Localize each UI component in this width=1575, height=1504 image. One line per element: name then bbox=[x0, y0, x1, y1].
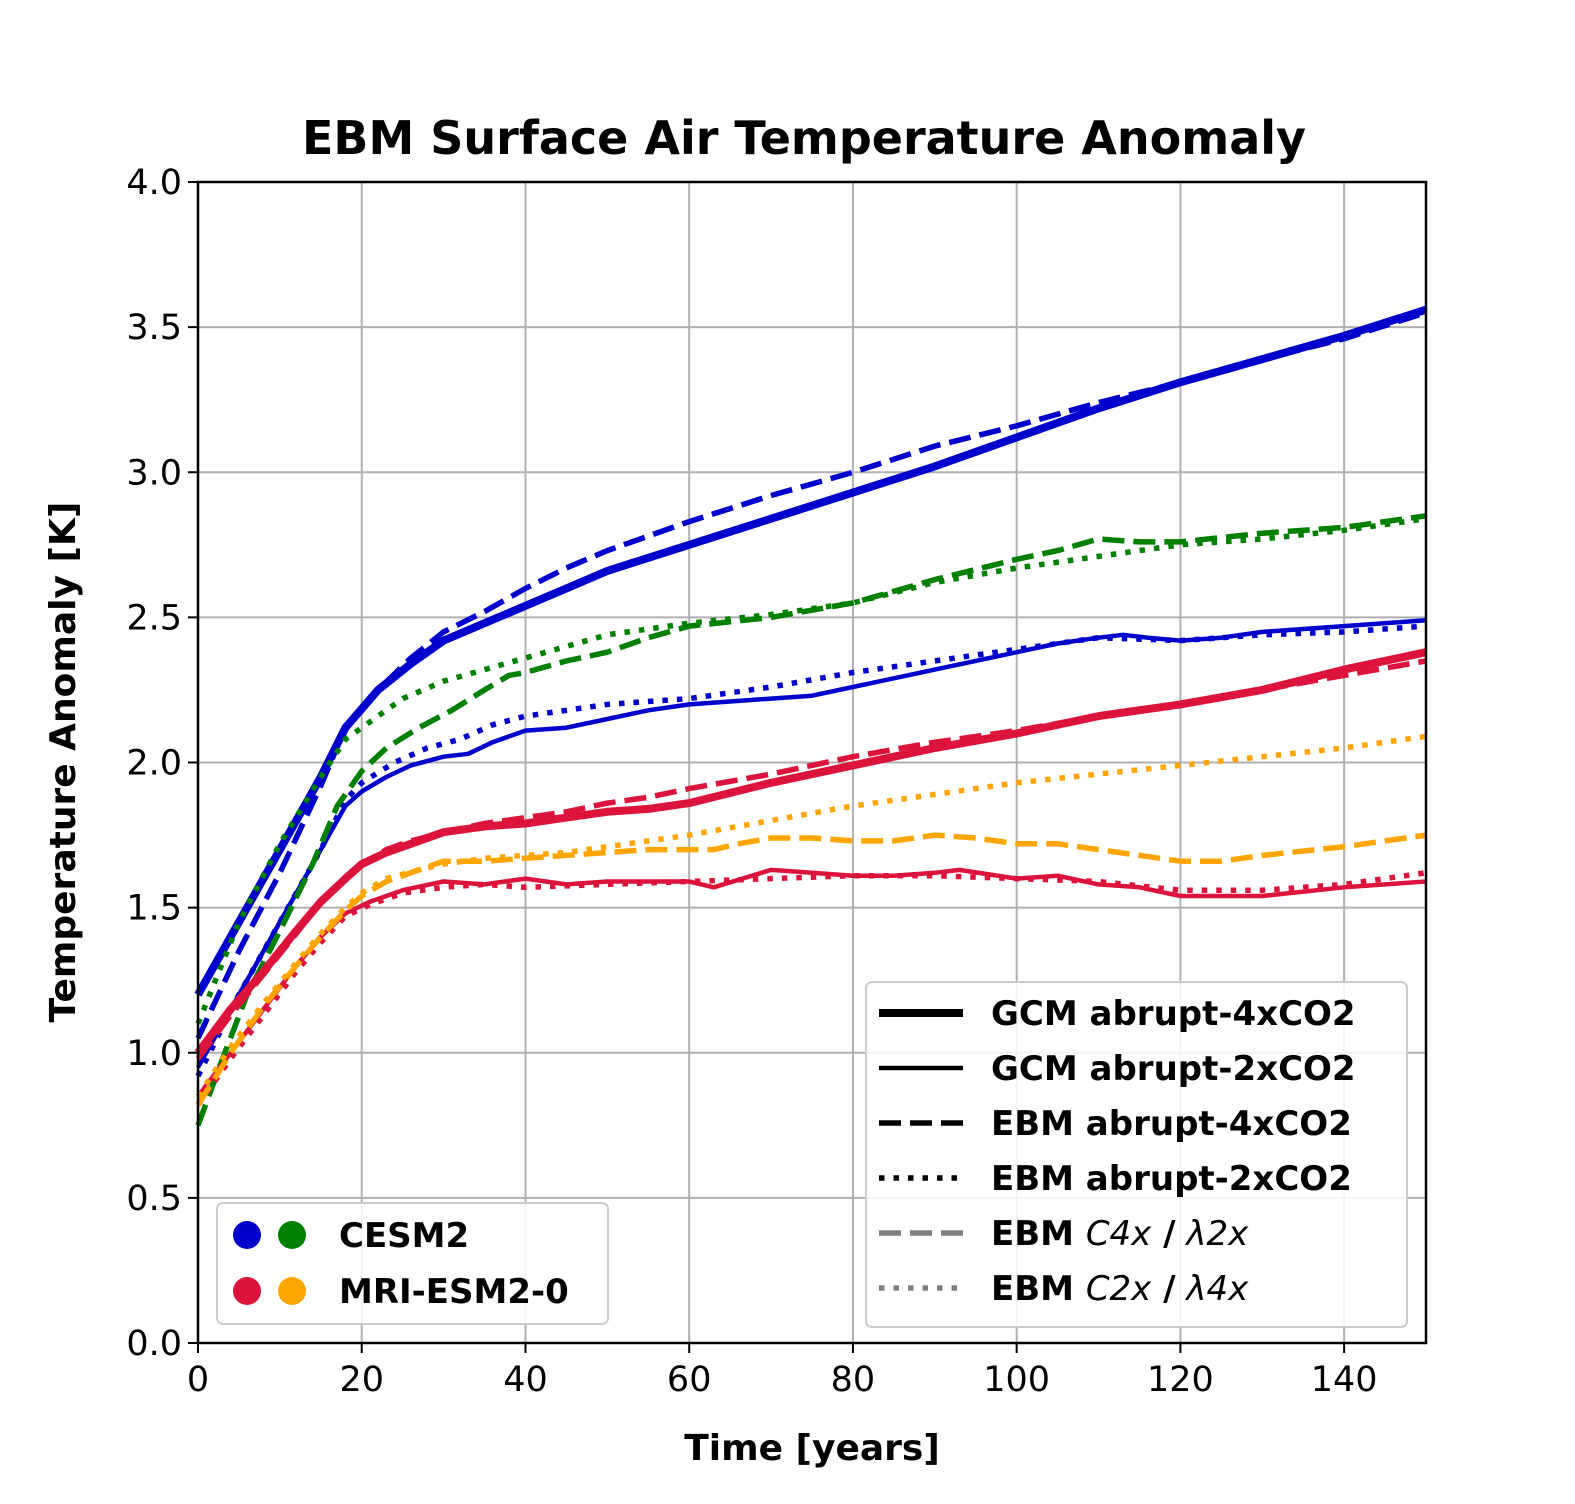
style-legend-label: EBM abrupt-4xCO2 bbox=[991, 1104, 1352, 1144]
chart-title: EBM Surface Air Temperature Anomaly bbox=[302, 111, 1306, 165]
y-tick-label: 2.5 bbox=[126, 598, 182, 638]
style-legend-label: EBM C4x / λ2x bbox=[991, 1214, 1249, 1254]
series-line bbox=[195, 870, 1427, 1107]
series-line bbox=[195, 513, 1427, 1127]
style-legend-box bbox=[865, 981, 1408, 1328]
series-line bbox=[195, 623, 1427, 1078]
y-tick-label: 4.0 bbox=[126, 163, 182, 203]
series-line bbox=[195, 309, 1427, 1040]
legend-color-dot bbox=[278, 1221, 306, 1249]
y-tick-label: 1.0 bbox=[126, 1034, 182, 1074]
y-tick-label: 0.0 bbox=[126, 1324, 182, 1364]
style-legend-label: GCM abrupt-4xCO2 bbox=[991, 994, 1356, 1034]
style-legend-label: GCM abrupt-2xCO2 bbox=[991, 1049, 1356, 1089]
x-tick-label: 0 bbox=[187, 1360, 209, 1400]
series-line bbox=[195, 658, 1427, 1061]
y-tick-label: 3.0 bbox=[126, 453, 182, 493]
model-legend-box bbox=[216, 1202, 609, 1325]
series-line bbox=[195, 515, 1427, 1025]
legend-color-dot bbox=[278, 1277, 306, 1305]
y-tick-label: 3.5 bbox=[126, 308, 182, 348]
series-layer bbox=[194, 305, 1428, 1127]
x-tick-label: 20 bbox=[339, 1360, 384, 1400]
model-legend: CESM2 MRI-ESM2-0 bbox=[216, 1202, 609, 1325]
x-tick-label: 80 bbox=[831, 1360, 876, 1400]
style-legend: GCM abrupt-4xCO2 GCM abrupt-2xCO2 EBM abru… bbox=[865, 981, 1408, 1328]
x-tick-label: 120 bbox=[1147, 1360, 1214, 1400]
x-tick-label: 60 bbox=[667, 1360, 712, 1400]
y-axis-label: Temperature Anomaly [K] bbox=[43, 502, 84, 1023]
series-line bbox=[195, 832, 1427, 1107]
y-tick-label: 0.5 bbox=[126, 1179, 182, 1219]
x-axis-label: Time [years] bbox=[684, 1428, 940, 1469]
series-line bbox=[196, 867, 1427, 1098]
model-legend-label: CESM2 bbox=[339, 1216, 469, 1256]
legend-color-dot bbox=[233, 1277, 261, 1305]
legend-color-dot bbox=[233, 1221, 261, 1249]
model-legend-label: MRI-ESM2-0 bbox=[339, 1272, 569, 1312]
series-line bbox=[195, 733, 1427, 1098]
x-tick-label: 100 bbox=[983, 1360, 1050, 1400]
style-legend-label: EBM C2x / λ4x bbox=[991, 1269, 1249, 1309]
y-tick-label: 2.0 bbox=[126, 744, 182, 784]
x-tick-label: 140 bbox=[1311, 1360, 1378, 1400]
ticks: 0 20 40 60 80 100 120 140 0.0 0.5 1.0 1.5 2.0 2.5 3.0 3… bbox=[126, 163, 1377, 1400]
x-tick-label: 40 bbox=[503, 1360, 548, 1400]
style-legend-label: EBM abrupt-2xCO2 bbox=[991, 1159, 1352, 1199]
y-tick-label: 1.5 bbox=[126, 889, 182, 929]
